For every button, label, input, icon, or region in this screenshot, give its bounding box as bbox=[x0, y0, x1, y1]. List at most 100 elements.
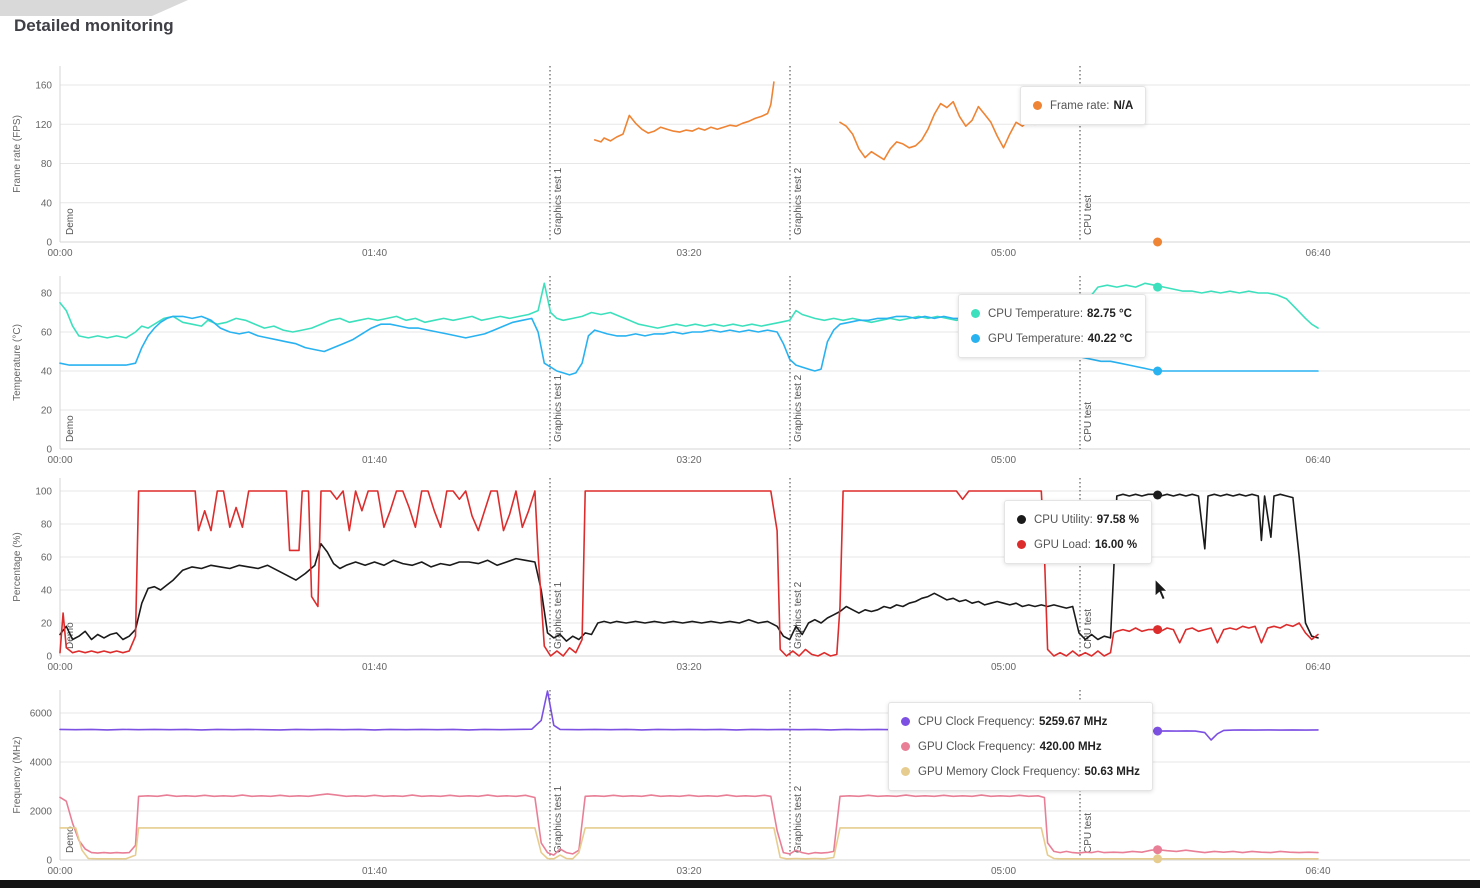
legend-item: GPU Load: 16.00 % bbox=[1017, 532, 1139, 557]
series-line-cpu-clock-frequency bbox=[59, 690, 1319, 741]
legend-item: GPU Memory Clock Frequency: 50.63 MHz bbox=[901, 759, 1140, 784]
y-tick-label: 60 bbox=[41, 553, 53, 564]
x-tick-label: 06:40 bbox=[1306, 866, 1331, 877]
phase-label: Graphics test 1 bbox=[553, 167, 564, 235]
x-tick-label: 00:00 bbox=[47, 662, 72, 673]
x-tick-label: 00:00 bbox=[47, 455, 72, 466]
hover-marker bbox=[1153, 282, 1163, 292]
chart-percentage: 0 20 40 60 80 100 00:00 01:40 03:20 05:00 06:40 Per… bbox=[12, 478, 1470, 673]
y-tick-label: 60 bbox=[41, 328, 53, 339]
x-tick-label: 01:40 bbox=[362, 662, 387, 673]
y-tick-label: 20 bbox=[41, 406, 53, 417]
phase-label: Graphics test 2 bbox=[793, 374, 804, 442]
phase-label: Graphics test 2 bbox=[793, 167, 804, 235]
legend-label: Frame rate: bbox=[1050, 99, 1110, 112]
x-tick-label: 03:20 bbox=[677, 248, 702, 259]
page-title: Detailed monitoring bbox=[14, 16, 174, 35]
y-tick-label: 160 bbox=[35, 81, 52, 92]
phase-label: CPU test bbox=[1083, 609, 1094, 649]
y-axis-title: Percentage (%) bbox=[12, 532, 23, 601]
hover-marker bbox=[1153, 366, 1163, 376]
hover-marker bbox=[1153, 845, 1163, 855]
legend-label: GPU Temperature: bbox=[988, 332, 1084, 345]
bottom-bar bbox=[0, 880, 1480, 888]
legend-label: CPU Temperature: bbox=[988, 307, 1084, 320]
chart-frequency: 0 2000 4000 6000 00:00 01:40 03:20 05:00 06:40 Fr… bbox=[12, 690, 1470, 877]
legend-item: GPU Temperature: 40.22 °C bbox=[971, 326, 1133, 351]
legend-item: Frame rate: N/A bbox=[1033, 93, 1133, 118]
phase-label: CPU test bbox=[1083, 195, 1094, 235]
hover-marker bbox=[1153, 726, 1163, 736]
corner-decoration bbox=[0, 0, 188, 16]
x-tick-label: 01:40 bbox=[362, 248, 387, 259]
x-tick-label: 03:20 bbox=[677, 662, 702, 673]
series-color-dot bbox=[971, 334, 980, 343]
phase-label: Graphics test 1 bbox=[553, 581, 564, 649]
series-color-dot bbox=[901, 717, 910, 726]
series-color-dot bbox=[1033, 101, 1042, 110]
y-tick-label: 80 bbox=[41, 289, 53, 300]
y-tick-label: 0 bbox=[46, 652, 52, 663]
series-color-dot bbox=[901, 742, 910, 751]
y-tick-label: 80 bbox=[41, 159, 53, 170]
phase-label: Demo bbox=[65, 826, 76, 853]
legend-value: 16.00 % bbox=[1094, 538, 1138, 551]
legend-item: CPU Temperature: 82.75 °C bbox=[971, 301, 1133, 326]
x-tick-label: 06:40 bbox=[1306, 248, 1331, 259]
y-tick-label: 0 bbox=[46, 238, 52, 249]
series-color-dot bbox=[1017, 540, 1026, 549]
series-color-dot bbox=[971, 309, 980, 318]
legend-item: GPU Clock Frequency: 420.00 MHz bbox=[901, 734, 1140, 759]
phase-label: CPU test bbox=[1083, 402, 1094, 442]
x-tick-label: 05:00 bbox=[991, 662, 1016, 673]
series-color-dot bbox=[1017, 515, 1026, 524]
legend-value: 420.00 MHz bbox=[1039, 740, 1102, 753]
phase-label: Graphics test 1 bbox=[553, 785, 564, 853]
series-line-cpu-temperature bbox=[59, 282, 1319, 339]
x-tick-label: 03:20 bbox=[677, 455, 702, 466]
x-tick-label: 03:20 bbox=[677, 866, 702, 877]
y-tick-label: 2000 bbox=[30, 807, 53, 818]
chart-temperature: 0 20 40 60 80 00:00 01:40 03:20 05:00 06:40 Temper… bbox=[12, 276, 1470, 466]
x-tick-label: 00:00 bbox=[47, 248, 72, 259]
y-tick-label: 6000 bbox=[30, 709, 53, 720]
series-line-gpu-clock-frequency bbox=[59, 793, 1319, 856]
gridlines-frame-rate bbox=[60, 84, 1470, 243]
legend-percentage: CPU Utility: 97.58 % GPU Load: 16.00 % bbox=[1004, 500, 1152, 564]
y-axis-title: Frame rate (FPS) bbox=[12, 115, 23, 193]
gridlines-frequency bbox=[60, 712, 1470, 861]
y-tick-label: 0 bbox=[46, 856, 52, 867]
phase-label: Graphics test 2 bbox=[793, 785, 804, 853]
hover-marker bbox=[1153, 625, 1163, 635]
legend-label: GPU Clock Frequency: bbox=[918, 740, 1036, 753]
mouse-cursor-icon bbox=[1154, 578, 1170, 601]
hover-marker bbox=[1153, 854, 1163, 864]
phase-label: Graphics test 2 bbox=[793, 581, 804, 649]
y-axis-title: Temperature (°C) bbox=[12, 324, 23, 401]
y-tick-label: 40 bbox=[41, 198, 53, 209]
legend-value: 82.75 °C bbox=[1087, 307, 1132, 320]
gridlines-percentage bbox=[60, 490, 1470, 657]
phase-label: Graphics test 1 bbox=[553, 374, 564, 442]
x-tick-label: 01:40 bbox=[362, 455, 387, 466]
series-color-dot bbox=[901, 767, 910, 776]
x-tick-label: 06:40 bbox=[1306, 455, 1331, 466]
phase-label: Demo bbox=[65, 415, 76, 442]
legend-label: GPU Load: bbox=[1034, 538, 1091, 551]
y-tick-label: 120 bbox=[35, 120, 52, 131]
legend-item: CPU Utility: 97.58 % bbox=[1017, 507, 1139, 532]
hover-marker bbox=[1153, 490, 1163, 500]
chart-frame-rate: 0 40 80 120 160 00:00 01:40 03:20 05:00 06:40 Fram… bbox=[12, 66, 1470, 259]
series-line-gpu-load bbox=[59, 490, 1319, 657]
legend-value: 50.63 MHz bbox=[1084, 765, 1140, 778]
y-tick-label: 40 bbox=[41, 367, 53, 378]
y-tick-label: 40 bbox=[41, 586, 53, 597]
x-tick-label: 05:00 bbox=[991, 248, 1016, 259]
series-line-gpu-memory-clock-frequency bbox=[59, 827, 1319, 860]
x-tick-label: 05:00 bbox=[991, 866, 1016, 877]
legend-item: CPU Clock Frequency: 5259.67 MHz bbox=[901, 709, 1140, 734]
legend-label: GPU Memory Clock Frequency: bbox=[918, 765, 1081, 778]
x-tick-label: 05:00 bbox=[991, 455, 1016, 466]
legend-label: CPU Clock Frequency: bbox=[918, 715, 1035, 728]
